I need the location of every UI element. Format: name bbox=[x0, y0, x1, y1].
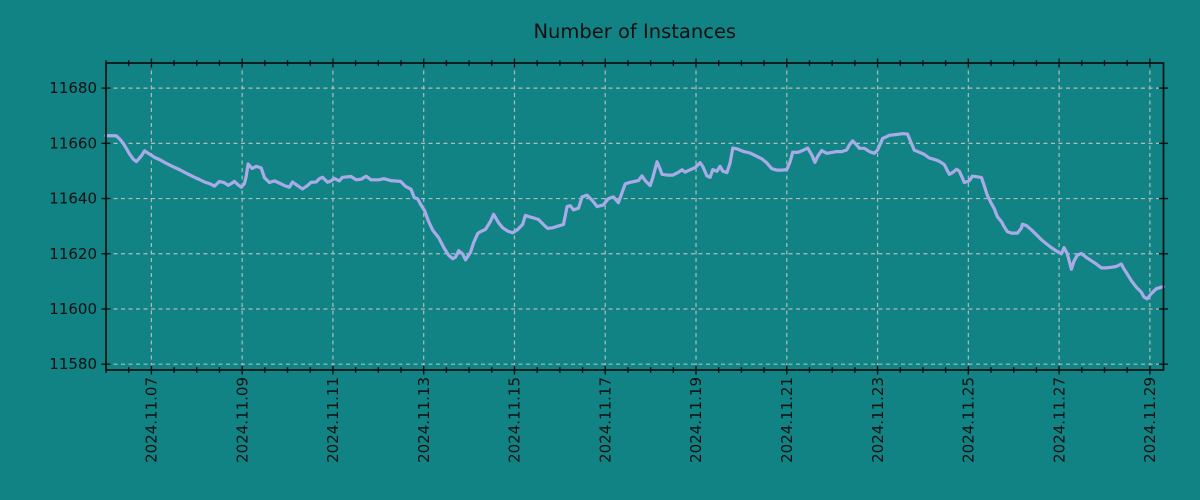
axis-ticks bbox=[101, 58, 1168, 375]
chart-title: Number of Instances bbox=[533, 20, 736, 43]
gridlines bbox=[106, 63, 1164, 370]
x-tick-label: 2024.11.23 bbox=[869, 377, 887, 463]
x-tick-labels: 2024.11.07 2024.11.09 2024.11.11 2024.11.13… bbox=[143, 377, 1159, 463]
y-tick-label: 11600 bbox=[49, 300, 97, 318]
x-tick-label: 2024.11.17 bbox=[596, 377, 614, 463]
y-tick-labels: 11580 11600 11620 11640 11660 11680 bbox=[49, 79, 97, 373]
x-tick-label: 2024.11.27 bbox=[1050, 377, 1068, 463]
x-tick-label: 2024.11.19 bbox=[687, 377, 705, 463]
y-tick-label: 11680 bbox=[49, 79, 97, 97]
series-line bbox=[104, 132, 1166, 301]
y-tick-label: 11660 bbox=[49, 134, 97, 152]
plot-border bbox=[105, 62, 1165, 371]
series-layer bbox=[104, 132, 1166, 301]
x-tick-label: 2024.11.25 bbox=[960, 377, 978, 463]
y-tick-label: 11620 bbox=[49, 245, 97, 263]
x-tick-label: 2024.11.29 bbox=[1141, 377, 1159, 463]
x-tick-label: 2024.11.09 bbox=[233, 377, 251, 463]
y-tick-label: 11640 bbox=[49, 190, 97, 208]
x-tick-label: 2024.11.07 bbox=[143, 377, 161, 463]
x-tick-label: 2024.11.15 bbox=[506, 377, 524, 463]
x-tick-label: 2024.11.13 bbox=[415, 377, 433, 463]
x-tick-label: 2024.11.11 bbox=[324, 377, 342, 463]
y-tick-label: 11580 bbox=[49, 355, 97, 373]
x-tick-label: 2024.11.21 bbox=[778, 377, 796, 463]
